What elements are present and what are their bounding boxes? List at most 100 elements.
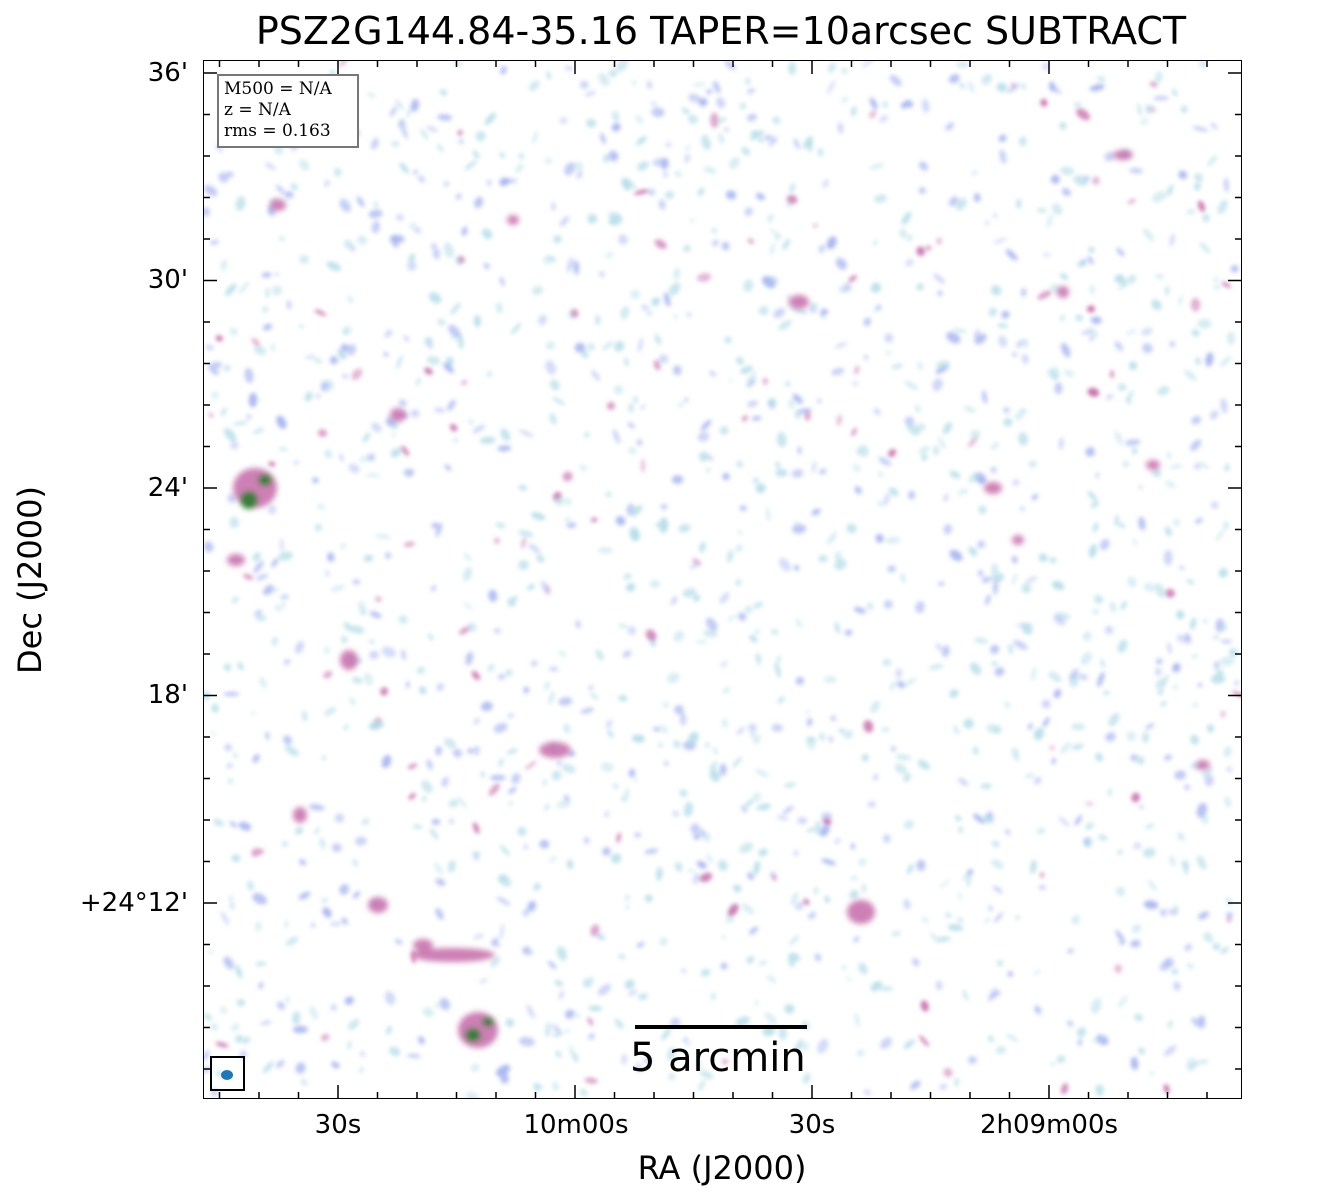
noise-blob	[426, 125, 438, 133]
noise-blob	[1143, 228, 1154, 242]
noise-blob	[696, 273, 712, 282]
noise-blob	[435, 878, 446, 886]
noise-blob	[1181, 860, 1189, 870]
noise-blob	[1138, 804, 1145, 809]
noise-blob	[1149, 1071, 1156, 1076]
y-tick-label: +24°12'	[79, 888, 188, 918]
noise-blob	[615, 60, 629, 73]
noise-blob	[480, 771, 485, 778]
noise-blob	[869, 97, 878, 110]
noise-blob	[389, 106, 397, 117]
noise-blob	[566, 257, 573, 273]
noise-blob	[1115, 929, 1126, 944]
noise-blob	[932, 378, 943, 392]
noise-blob	[900, 102, 907, 109]
noise-blob	[1223, 521, 1229, 530]
noise-blob	[921, 98, 930, 113]
noise-blob	[894, 763, 908, 775]
noise-blob	[991, 660, 998, 667]
noise-blob	[623, 573, 632, 580]
y-axis-label: Dec (J2000)	[11, 486, 49, 674]
noise-blob	[369, 639, 375, 644]
x-tick-label: 2h09m00s	[979, 1110, 1119, 1140]
noise-blob	[1117, 849, 1123, 855]
noise-blob	[981, 817, 993, 824]
noise-blob	[359, 456, 367, 463]
noise-blob	[543, 779, 547, 786]
noise-blob	[968, 1056, 977, 1065]
noise-blob	[507, 713, 514, 718]
noise-blob	[758, 137, 764, 144]
noise-blob	[705, 89, 713, 95]
noise-blob	[385, 991, 396, 1005]
noise-blob	[437, 114, 453, 121]
noise-blob	[701, 134, 711, 150]
noise-blob	[683, 801, 694, 817]
noise-blob	[236, 999, 246, 1007]
noise-blob	[591, 370, 601, 381]
noise-blob	[636, 941, 645, 948]
noise-blob	[869, 109, 877, 119]
noise-blob	[564, 1028, 571, 1034]
noise-blob	[978, 505, 987, 515]
noise-blob	[870, 700, 880, 713]
noise-blob	[1051, 758, 1056, 764]
noise-blob	[749, 635, 758, 643]
noise-blob	[1024, 773, 1035, 778]
noise-blob	[998, 335, 1008, 348]
noise-blob	[1214, 666, 1219, 671]
noise-blob	[223, 691, 240, 697]
noise-blob	[1142, 847, 1156, 858]
noise-blob	[917, 759, 930, 770]
noise-blob	[775, 461, 781, 469]
noise-blob	[229, 820, 237, 828]
noise-blob	[458, 334, 464, 350]
noise-blob	[1075, 314, 1083, 322]
noise-blob	[224, 743, 232, 752]
noise-blob	[630, 505, 643, 517]
noise-blob	[705, 617, 718, 632]
noise-blob	[946, 331, 961, 344]
noise-blob	[895, 668, 903, 679]
noise-blob	[883, 599, 893, 609]
noise-blob	[807, 911, 817, 920]
noise-blob	[1021, 583, 1032, 594]
noise-blob	[479, 436, 496, 444]
noise-blob	[1092, 176, 1100, 185]
noise-blob	[518, 530, 534, 538]
noise-blob	[1006, 1034, 1019, 1042]
radio-source	[1196, 760, 1210, 770]
noise-blob	[359, 607, 367, 616]
noise-blob	[219, 1006, 228, 1014]
noise-blob	[606, 401, 616, 410]
noise-blob	[822, 179, 829, 188]
noise-blob	[1056, 1055, 1066, 1064]
noise-blob	[493, 537, 500, 544]
noise-blob	[703, 166, 717, 174]
noise-blob	[471, 851, 481, 856]
noise-blob	[1155, 658, 1163, 665]
noise-blob	[1145, 104, 1153, 114]
noise-blob	[231, 1023, 240, 1032]
noise-blob	[967, 437, 978, 448]
noise-blob	[885, 350, 892, 356]
noise-blob	[996, 960, 1004, 967]
noise-blob	[684, 397, 689, 403]
noise-blob	[322, 907, 332, 918]
noise-blob	[661, 1027, 671, 1041]
noise-blob	[821, 812, 833, 821]
noise-blob	[873, 407, 882, 416]
noise-blob	[1195, 357, 1202, 366]
noise-blob	[717, 859, 728, 872]
noise-blob	[546, 71, 551, 80]
noise-blob	[935, 642, 942, 652]
noise-blob	[949, 470, 961, 479]
noise-blob	[616, 832, 621, 843]
noise-blob	[1190, 439, 1202, 451]
noise-blob	[644, 848, 659, 854]
noise-blob	[696, 1060, 701, 1070]
noise-blob	[1087, 327, 1099, 338]
noise-blob	[427, 633, 434, 641]
noise-blob	[1015, 915, 1020, 921]
beam-ellipse	[221, 1070, 233, 1080]
